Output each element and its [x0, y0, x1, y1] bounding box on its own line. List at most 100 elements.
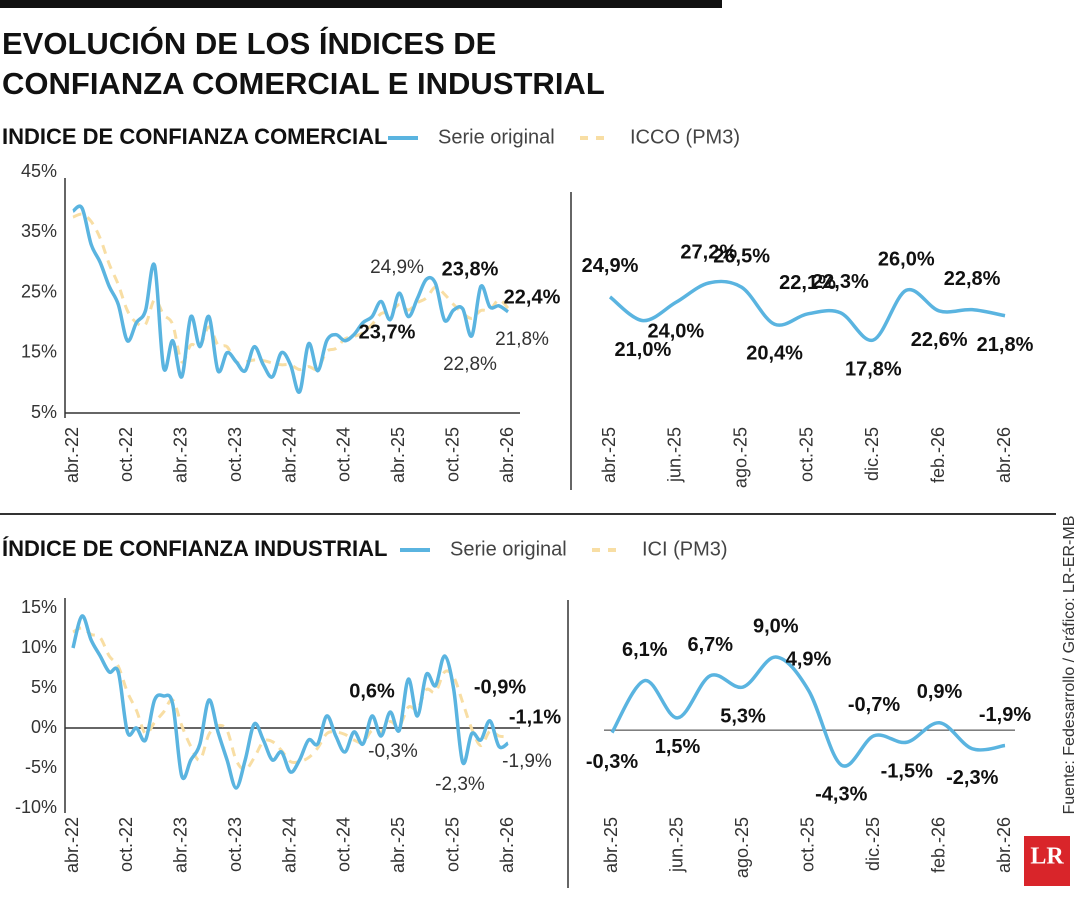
- x-tick-label: dic.-25: [862, 427, 882, 481]
- x-tick-label: abr.-25: [599, 427, 619, 483]
- y-tick-label: 0%: [31, 717, 57, 737]
- section-title: ÍNDICE DE CONFIANZA INDUSTRIAL: [2, 536, 387, 561]
- series-line: [71, 614, 509, 790]
- x-tick-label: feb.-26: [928, 427, 948, 483]
- annotation: 23,7%: [359, 321, 416, 343]
- annotation: -0,9%: [474, 676, 526, 698]
- x-tick-label: ago.-25: [730, 427, 750, 488]
- annotation: 24,9%: [370, 257, 424, 278]
- series-line: [71, 204, 510, 394]
- x-tick-label: abr.-26: [994, 817, 1014, 873]
- y-tick-label: 25%: [21, 281, 57, 301]
- value-label: -1,5%: [881, 761, 933, 783]
- series-line: [72, 626, 509, 772]
- x-tick-label: abr.-25: [601, 817, 621, 873]
- value-label: 5,3%: [720, 705, 766, 727]
- value-label: 22,3%: [812, 271, 869, 293]
- series-line: [610, 655, 1006, 768]
- y-tick-label: 45%: [21, 161, 57, 181]
- x-tick-label: oct.-24: [334, 817, 354, 872]
- y-tick-label: 15%: [21, 342, 57, 362]
- value-label: 6,7%: [687, 634, 733, 656]
- y-tick-label: -5%: [25, 757, 57, 777]
- x-tick-label: abr.-22: [62, 427, 82, 483]
- legend-label: ICCO (PM3): [630, 126, 740, 148]
- legend-label: Serie original: [438, 126, 555, 148]
- series-line: [72, 212, 510, 372]
- annotation: 0,6%: [349, 680, 395, 702]
- annotation: 22,8%: [443, 354, 497, 375]
- value-label: -0,3%: [586, 751, 638, 773]
- value-label: 20,4%: [746, 343, 803, 365]
- value-label: 9,0%: [753, 615, 799, 637]
- series-line: [608, 279, 1006, 342]
- y-tick-label: 10%: [21, 637, 57, 657]
- x-tick-label: abr.-23: [171, 427, 191, 483]
- x-tick-label: oct.-25: [797, 817, 817, 872]
- value-label: 17,8%: [845, 358, 902, 380]
- logo-box: [1024, 836, 1070, 886]
- x-tick-label: jun.-25: [666, 817, 686, 873]
- source: Fuente: Fedesarrollo / Gráfico: LR-ER-MB: [1061, 516, 1078, 815]
- section-title: INDICE DE CONFIANZA COMERCIAL: [2, 124, 387, 149]
- x-tick-label: oct.-23: [225, 427, 245, 482]
- x-tick-label: abr.-22: [62, 817, 82, 873]
- logo: LR: [1030, 844, 1064, 870]
- page-title: EVOLUCIÓN DE LOS ÍNDICES DE: [2, 25, 496, 61]
- value-label: 21,0%: [615, 339, 672, 361]
- legend-label: Serie original: [450, 538, 567, 560]
- x-tick-label: oct.-24: [334, 427, 354, 482]
- legend-label: ICI (PM3): [642, 538, 728, 560]
- x-tick-label: oct.-22: [116, 427, 136, 482]
- x-tick-label: ago.-25: [732, 817, 752, 878]
- value-label: 24,9%: [582, 255, 639, 277]
- x-tick-label: feb.-26: [928, 817, 948, 873]
- y-tick-label: 5%: [31, 402, 57, 422]
- value-label: 1,5%: [655, 736, 701, 758]
- annotation: -1,1%: [509, 706, 561, 728]
- annotation: 23,8%: [442, 258, 499, 280]
- x-tick-label: oct.-25: [442, 817, 462, 872]
- value-label: 24,0%: [647, 321, 704, 343]
- x-tick-label: abr.-25: [388, 427, 408, 483]
- annotation: -0,3%: [368, 741, 418, 762]
- y-tick-label: 15%: [21, 597, 57, 617]
- value-label: 4,9%: [786, 649, 832, 671]
- page-title: CONFIANZA COMERCIAL E INDUSTRIAL: [2, 66, 605, 101]
- x-tick-label: oct.-25: [796, 427, 816, 482]
- x-tick-label: jun.-25: [665, 427, 685, 483]
- value-label: 26,5%: [713, 246, 770, 268]
- y-tick-label: 35%: [21, 221, 57, 241]
- x-tick-label: oct.-23: [225, 817, 245, 872]
- value-label: -1,9%: [979, 704, 1031, 726]
- value-label: -2,3%: [946, 767, 998, 789]
- value-label: 21,8%: [977, 334, 1034, 356]
- annotation: 21,8%: [495, 329, 549, 350]
- y-tick-label: -10%: [15, 797, 57, 817]
- x-tick-label: abr.-24: [279, 817, 299, 873]
- value-label: 22,1%: [779, 272, 836, 294]
- top-bar: [0, 0, 722, 8]
- x-tick-label: oct.-25: [442, 427, 462, 482]
- x-tick-label: dic.-25: [863, 817, 883, 871]
- y-tick-label: 5%: [31, 677, 57, 697]
- x-tick-label: abr.-24: [279, 427, 299, 483]
- value-label: -4,3%: [815, 783, 867, 805]
- x-tick-label: abr.-26: [497, 817, 517, 873]
- value-label: 27,2%: [680, 241, 737, 263]
- value-label: 26,0%: [878, 249, 935, 271]
- x-tick-label: abr.-26: [994, 427, 1014, 483]
- x-tick-label: abr.-23: [171, 817, 191, 873]
- annotation: -1,9%: [502, 751, 552, 772]
- value-label: 22,6%: [911, 329, 968, 351]
- value-label: -0,7%: [848, 694, 900, 716]
- value-label: 6,1%: [622, 639, 668, 661]
- annotation: 22,4%: [504, 286, 561, 308]
- value-label: 22,8%: [944, 268, 1001, 290]
- x-tick-label: abr.-26: [497, 427, 517, 483]
- value-label: 0,9%: [917, 681, 963, 703]
- x-tick-label: abr.-25: [388, 817, 408, 873]
- x-tick-label: oct.-22: [116, 817, 136, 872]
- annotation: -2,3%: [435, 774, 485, 795]
